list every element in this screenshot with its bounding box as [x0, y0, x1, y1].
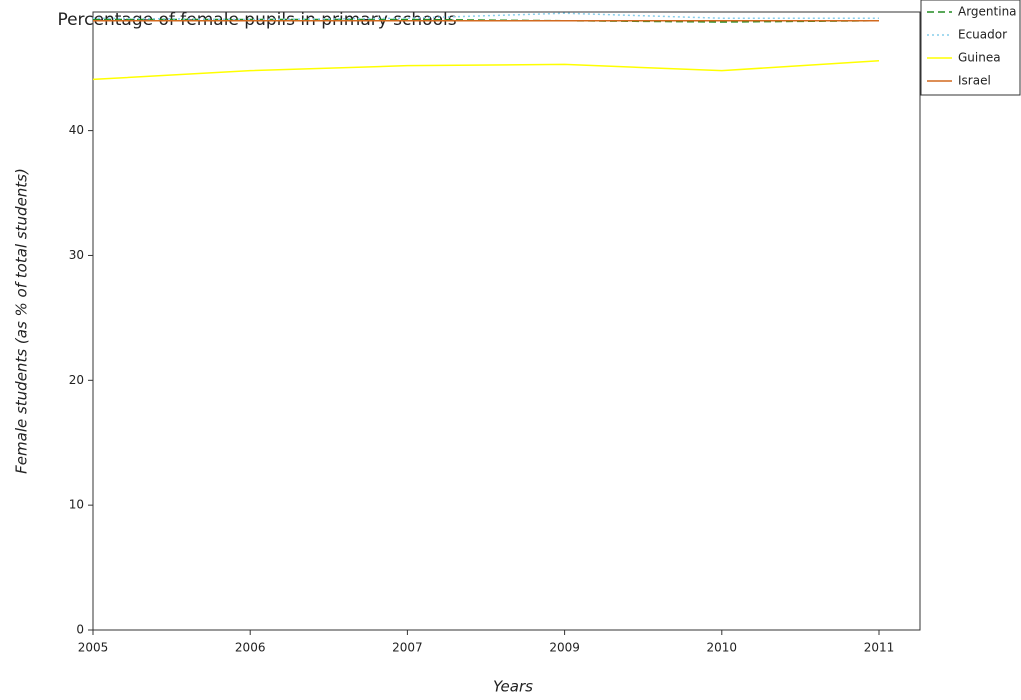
- y-tick-label: 10: [69, 498, 84, 512]
- y-tick-label: 0: [76, 623, 84, 637]
- x-tick-label: 2006: [235, 641, 266, 655]
- x-tick-label: 2010: [707, 641, 738, 655]
- x-tick-label: 2005: [78, 641, 109, 655]
- y-axis-label: Female students (as % of total students): [13, 168, 31, 474]
- legend-label: Guinea: [958, 51, 1001, 65]
- line-series: [93, 18, 880, 23]
- legend-label: Israel: [958, 74, 991, 88]
- line-series: [92, 12, 879, 21]
- legend-label: Ecuador: [958, 28, 1007, 42]
- y-tick-label: 40: [69, 123, 84, 137]
- y-tick-label: 20: [69, 373, 84, 387]
- line-series: [92, 59, 880, 81]
- x-tick-label: 2009: [549, 641, 580, 655]
- plot-frame: [92, 11, 921, 631]
- y-tick-label: 30: [69, 248, 84, 262]
- legend-label: Argentina: [958, 5, 1017, 19]
- x-axis-label: Years: [493, 678, 533, 696]
- legend-box: [920, 0, 1021, 96]
- x-tick-label: 2011: [864, 641, 895, 655]
- x-tick-label: 2007: [392, 641, 423, 655]
